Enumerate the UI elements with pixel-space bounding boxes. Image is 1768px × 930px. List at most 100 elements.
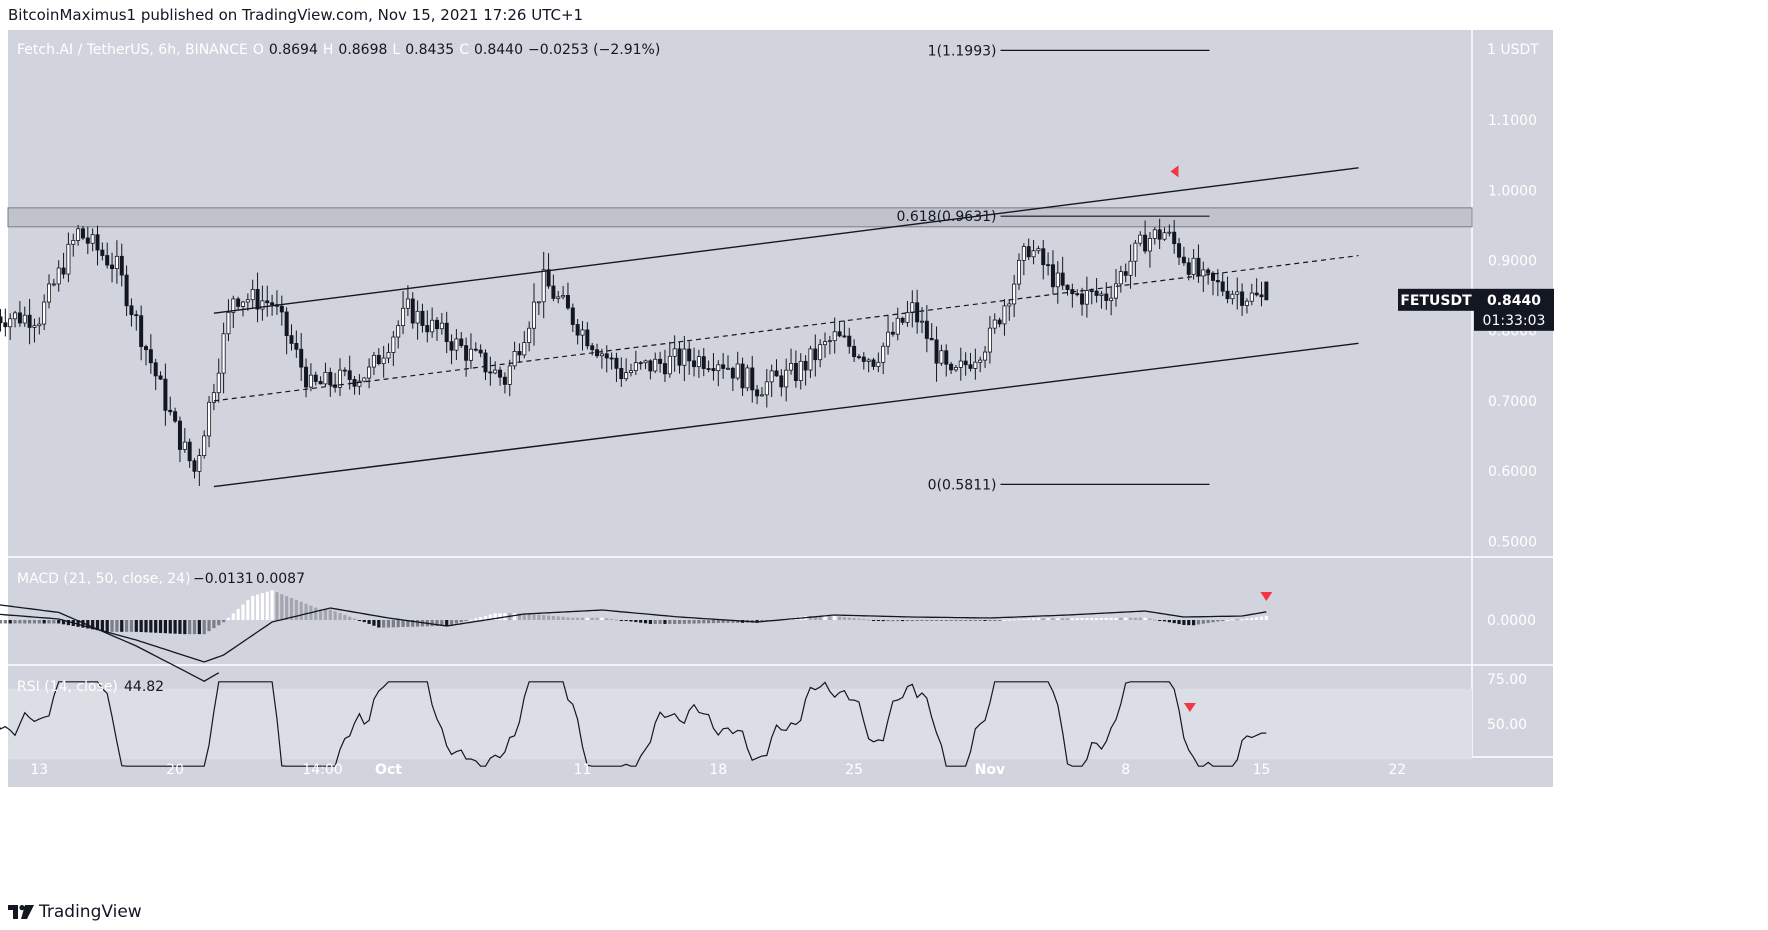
macd-histogram-bar [682, 620, 686, 624]
time-axis-label: 13 [30, 762, 48, 778]
macd-histogram-bar [158, 620, 163, 633]
macd-histogram-bar [459, 620, 463, 623]
candle-body [1138, 234, 1143, 244]
candle-body [250, 289, 255, 301]
candle-body [1264, 281, 1269, 301]
candle-body [827, 340, 832, 343]
macd-histogram-bar [3, 620, 7, 624]
candle-body [1089, 290, 1094, 293]
candle-body [439, 322, 444, 330]
macd-histogram-bar [479, 617, 483, 620]
macd-histogram-bar [1216, 620, 1220, 622]
candle-body [110, 264, 115, 270]
candle-body [1157, 229, 1162, 240]
macd-histogram-bar [721, 620, 725, 623]
candle-body [1031, 250, 1036, 258]
macd-histogram-bar [474, 618, 478, 620]
macd-histogram-bar [542, 615, 546, 620]
rsi-line [0, 681, 1267, 767]
candle-body [1152, 229, 1157, 239]
macd-histogram-bar [1109, 617, 1113, 620]
macd-axis-label: 0.0000 [1487, 613, 1536, 629]
macd-histogram-bar [605, 618, 609, 620]
fib-label-bottom: 0(0.5811) [928, 477, 997, 493]
macd-histogram-bar [556, 616, 560, 620]
macd-histogram-bar [1114, 617, 1118, 620]
macd-histogram-bar [362, 620, 366, 623]
macd-histogram-bar [1099, 617, 1104, 620]
macd-histogram-bar [1177, 620, 1181, 625]
candle-body [381, 357, 386, 365]
fib-label-top: 1(1.1993) [928, 43, 997, 59]
candle-body [1143, 234, 1148, 252]
candle-body [0, 316, 3, 324]
candle-body [51, 283, 56, 286]
candle-body [148, 349, 153, 364]
price-axis-label: 0.9000 [1488, 254, 1537, 270]
candle-body [934, 339, 939, 364]
candle-body [643, 360, 648, 364]
macd-histogram-bar [837, 616, 842, 620]
macd-title: MACD (21, 50, close, 24) [17, 571, 191, 587]
candle-body [706, 368, 711, 370]
macd-histogram-bar [610, 618, 614, 620]
macd-histogram-bar [338, 613, 342, 620]
publish-header: BitcoinMaximus1 published on TradingView… [8, 6, 584, 24]
macd-histogram-bar [1007, 619, 1011, 621]
candle-body [85, 237, 90, 244]
macd-histogram-bar [222, 620, 226, 623]
macd-histogram-bar [891, 620, 895, 622]
macd-histogram-bar [537, 614, 541, 620]
candle-body [507, 365, 512, 385]
candle-body [711, 368, 716, 372]
candle-body [745, 367, 750, 389]
legend-close-key: C [459, 42, 469, 58]
channel-mid-line [213, 254, 1359, 402]
candle-body [192, 460, 197, 472]
candle-body [66, 243, 71, 275]
candle-body [1007, 303, 1012, 307]
macd-histogram-bar [1158, 620, 1162, 621]
candle-body [289, 335, 294, 344]
candle-body [570, 307, 575, 325]
macd-histogram-bar [1162, 620, 1167, 622]
macd-histogram-bar [920, 620, 924, 622]
candle-body [953, 367, 958, 371]
macd-histogram-bar [52, 620, 56, 624]
macd-histogram-bar [18, 620, 22, 624]
candle-body [832, 331, 837, 342]
candle-body [313, 374, 318, 382]
macd-histogram-bar [934, 620, 939, 621]
candle-body [856, 356, 861, 359]
macd-histogram-bar [377, 620, 381, 628]
macd-histogram-bar [687, 620, 691, 624]
macd-histogram-bar [629, 620, 633, 622]
macd-pane [0, 590, 1273, 682]
candle-body [100, 249, 105, 256]
candle-body [512, 351, 517, 367]
macd-histogram-bar [445, 620, 449, 626]
candle-body [580, 329, 585, 336]
macd-histogram-bar [852, 618, 856, 620]
macd-histogram-bar [566, 617, 570, 620]
candle-body [1259, 294, 1264, 298]
candle-body [1177, 243, 1182, 258]
macd-line [0, 604, 220, 682]
macd-histogram-bar [1104, 617, 1108, 620]
candle-body [444, 322, 449, 343]
macd-histogram-bar [998, 620, 1002, 621]
macd-histogram-bar [294, 599, 298, 620]
rsi-axis-label: 50.00 [1487, 717, 1527, 733]
macd-histogram-bar [896, 620, 900, 622]
candle-body [1026, 246, 1031, 258]
macd-histogram-bar [372, 620, 376, 626]
macd-histogram-bar [416, 620, 420, 627]
candle-body [158, 375, 163, 380]
tradingview-brand[interactable]: TradingView [8, 902, 142, 922]
macd-histogram-bar [139, 620, 143, 633]
candle-body [37, 323, 42, 327]
legend-change: −0.0253 (−2.91%) [528, 42, 660, 58]
candle-body [27, 314, 32, 328]
candle-body [721, 364, 726, 369]
